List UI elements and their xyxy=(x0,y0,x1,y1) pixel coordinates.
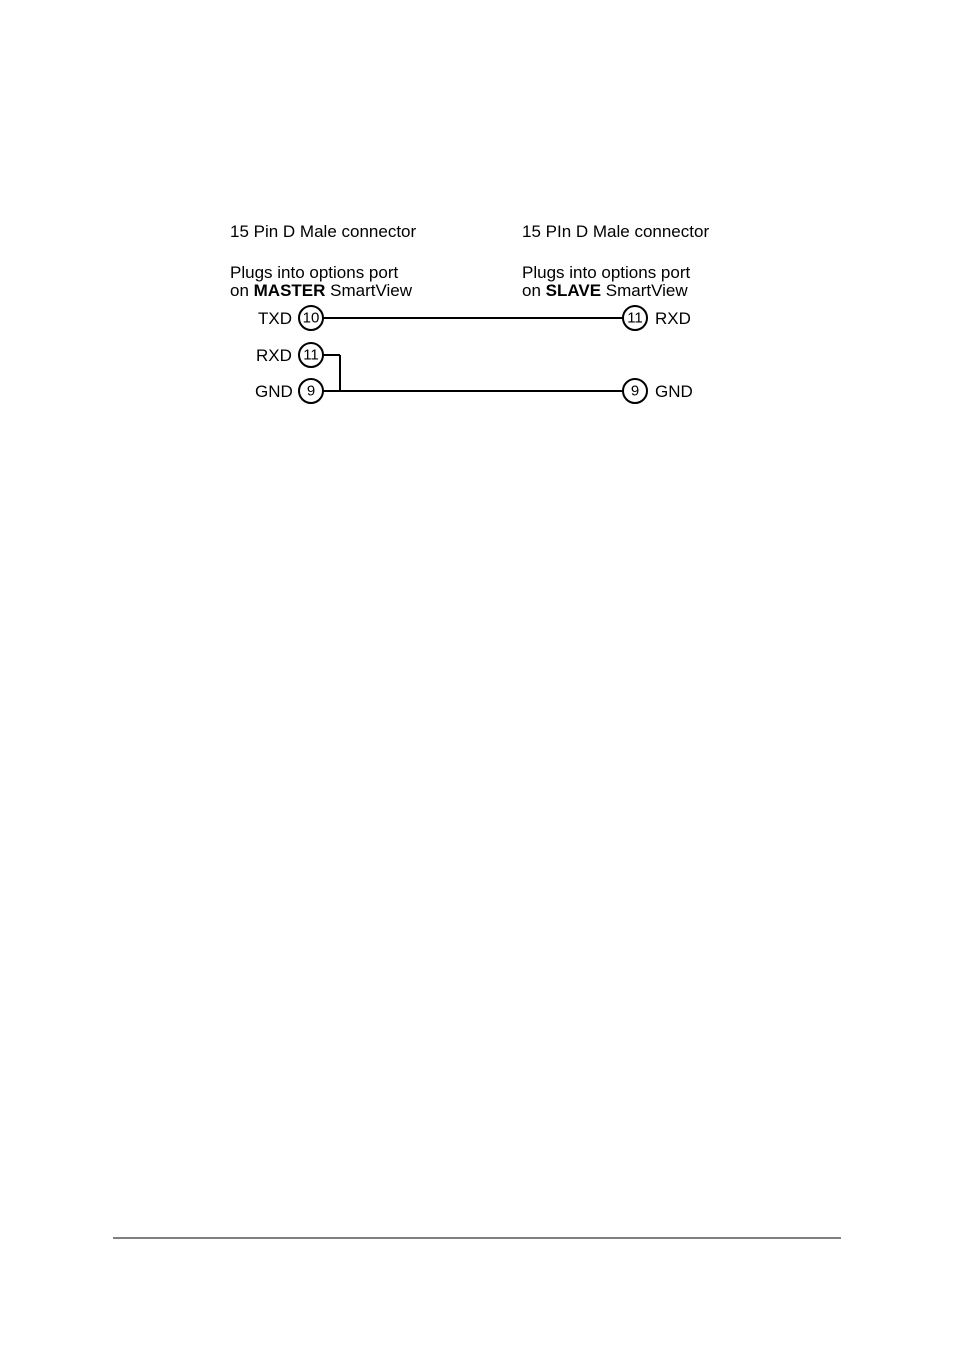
page: 15 Pin D Male connector Plugs into optio… xyxy=(0,0,954,1351)
left-pin-10-number: 10 xyxy=(303,310,320,327)
right-pin-9-number: 9 xyxy=(631,383,639,400)
left-pin-11-number: 11 xyxy=(303,347,319,364)
wiring-diagram-svg: 10 11 9 11 9 xyxy=(0,0,954,1351)
left-pin-9-number: 9 xyxy=(307,383,315,400)
right-pin-11-number: 11 xyxy=(627,310,643,327)
